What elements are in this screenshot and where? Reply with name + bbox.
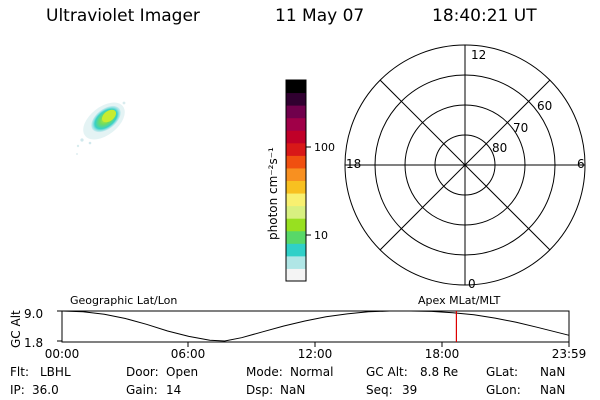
glon-label: GLon: bbox=[486, 383, 521, 397]
flt-value: LBHL bbox=[40, 365, 71, 379]
dsp-value: NaN bbox=[280, 383, 306, 397]
colorbar-cell bbox=[286, 105, 306, 119]
observation-date: 11 May 07 bbox=[275, 6, 365, 26]
dsp-label: Dsp: bbox=[246, 383, 274, 397]
x-tick-6: 06:00 bbox=[171, 347, 206, 361]
x-tick-0: 00:00 bbox=[45, 347, 80, 361]
colorbar-tick-10: 10 bbox=[314, 229, 328, 242]
x-tick-24: 23:59 bbox=[552, 347, 587, 361]
colorbar-cell bbox=[286, 92, 306, 106]
colorbar-cell bbox=[286, 167, 306, 181]
gain-value: 14 bbox=[166, 383, 182, 397]
x-tick-18: 18:00 bbox=[425, 347, 460, 361]
gain-label: Gain: bbox=[126, 383, 158, 397]
y-tick-9: 9.0 bbox=[24, 307, 43, 321]
ip-label: IP: bbox=[10, 383, 25, 397]
door-label: Door: bbox=[126, 365, 159, 379]
colorbar-cell bbox=[286, 130, 306, 144]
ip-value: 36.0 bbox=[32, 383, 59, 397]
colorbar-cell bbox=[286, 243, 306, 257]
glat-value: NaN bbox=[540, 365, 566, 379]
mlt-label-0: 0 bbox=[468, 277, 476, 291]
lat-label-80: 80 bbox=[492, 141, 507, 155]
colorbar-tick-100: 100 bbox=[314, 141, 335, 154]
colorbar-cell bbox=[286, 255, 306, 269]
timeline-right-title: Apex MLat/MLT bbox=[418, 294, 501, 307]
instrument-title: Ultraviolet Imager bbox=[46, 6, 200, 26]
colorbar: 100 10 photon cm⁻²s⁻¹ bbox=[266, 79, 335, 282]
colorbar-cell bbox=[286, 142, 306, 156]
polar-plot bbox=[344, 44, 586, 286]
gc-alt-label: GC Alt: bbox=[366, 365, 408, 379]
x-tick-12: 12:00 bbox=[298, 347, 333, 361]
mode-label: Mode: bbox=[246, 365, 283, 379]
observation-time: 18:40:21 UT bbox=[432, 6, 537, 26]
lat-label-60: 60 bbox=[537, 99, 552, 113]
colorbar-cell bbox=[286, 205, 306, 219]
orbit-timeline: Geographic Lat/Lon Apex MLat/MLT 9.0 1.8… bbox=[9, 294, 586, 361]
lat-label-70: 70 bbox=[513, 121, 528, 135]
mlt-label-6: 6 bbox=[577, 157, 585, 171]
colorbar-cell bbox=[286, 193, 306, 207]
y-axis-label: GC Alt bbox=[9, 310, 23, 348]
colorbar-unit-label: photon cm⁻²s⁻¹ bbox=[266, 147, 280, 240]
seq-value: 39 bbox=[402, 383, 418, 397]
glat-label: GLat: bbox=[486, 365, 519, 379]
colorbar-cell bbox=[286, 218, 306, 232]
timeline-left-title: Geographic Lat/Lon bbox=[70, 294, 177, 307]
glon-value: NaN bbox=[540, 383, 566, 397]
colorbar-cell bbox=[286, 180, 306, 194]
y-tick-1.8: 1.8 bbox=[24, 336, 43, 350]
colorbar-cell bbox=[286, 230, 306, 244]
mode-value: Normal bbox=[290, 365, 334, 379]
colorbar-cell bbox=[286, 155, 306, 169]
door-value: Open bbox=[166, 365, 199, 379]
gc-alt-value: 8.8 Re bbox=[420, 365, 459, 379]
colorbar-cell bbox=[286, 80, 306, 94]
mlt-label-18: 18 bbox=[346, 157, 361, 171]
seq-label: Seq: bbox=[366, 383, 393, 397]
mlt-label-12: 12 bbox=[471, 48, 486, 62]
colorbar-cell bbox=[286, 117, 306, 131]
auroral-image bbox=[76, 101, 126, 155]
colorbar-cell bbox=[286, 268, 306, 282]
altitude-series-line bbox=[61, 310, 569, 342]
flt-label: Flt: bbox=[10, 365, 29, 379]
